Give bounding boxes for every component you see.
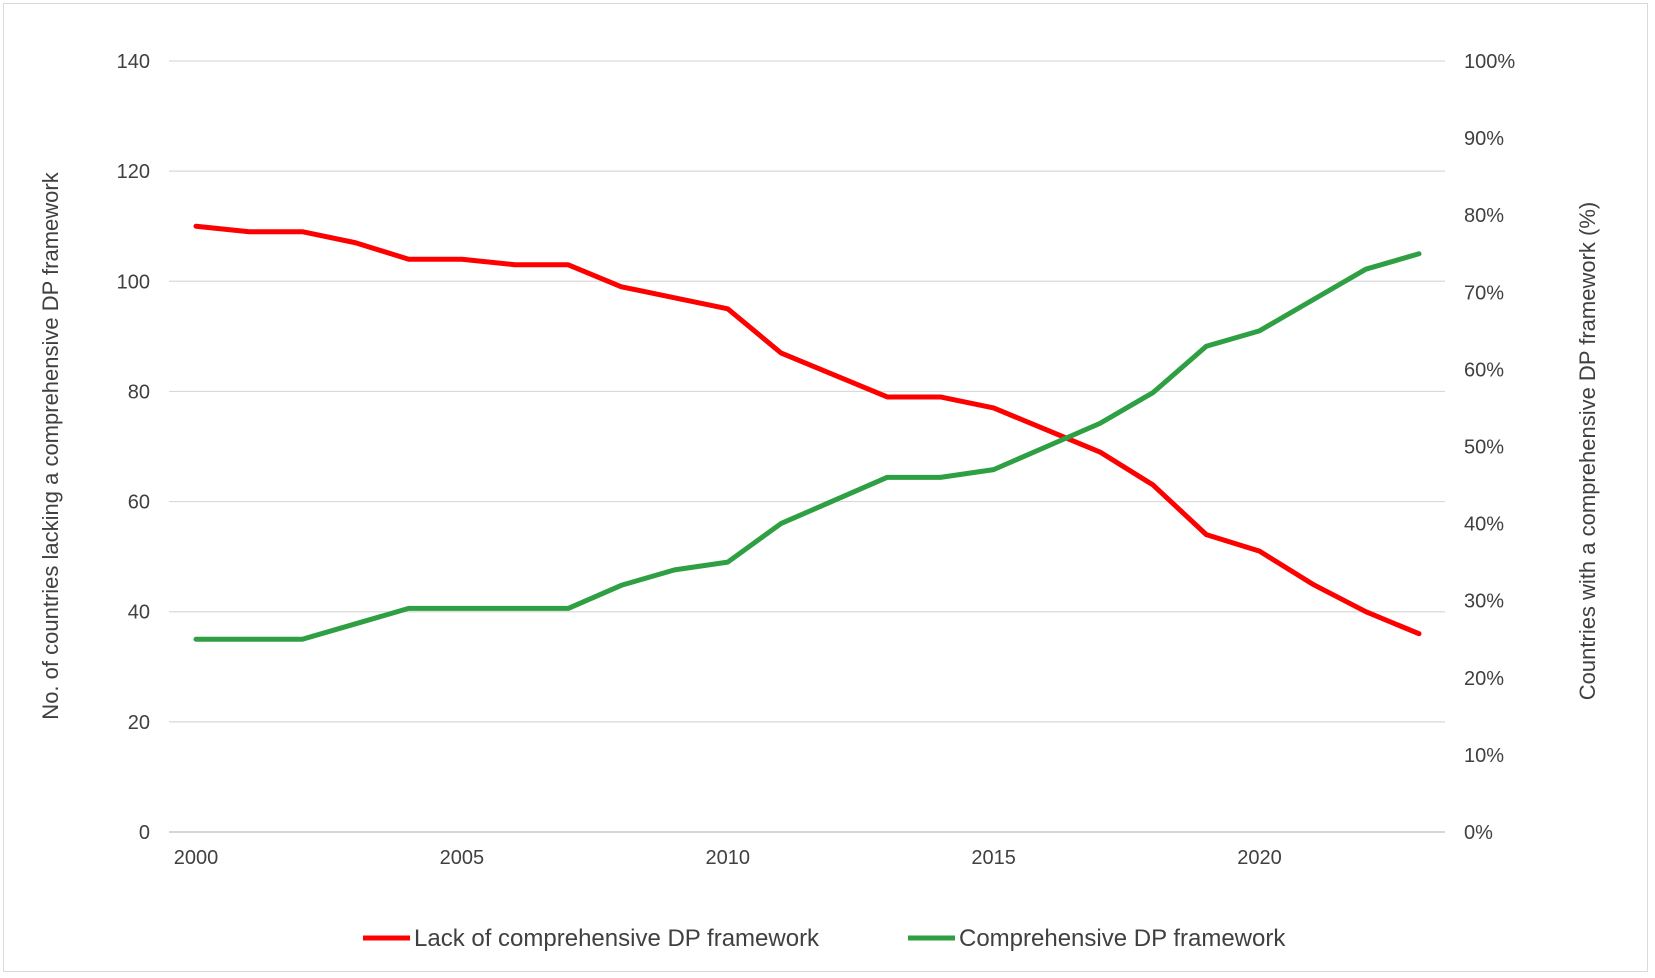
left-tick-label: 80 xyxy=(128,381,150,403)
right-tick-label: 0% xyxy=(1464,822,1493,844)
series-line-comprehensive xyxy=(193,251,1422,642)
left-tick-label: 120 xyxy=(117,161,150,183)
gridlines xyxy=(169,60,1445,833)
right-y-axis-ticks: 0% 10% 20% 30% 40% 50% 60% 70% 80% 90% 100% xyxy=(1464,51,1515,844)
right-tick-label: 30% xyxy=(1464,591,1504,613)
right-y-axis-title: Countries with a comprehensive DP framew… xyxy=(1575,202,1600,700)
right-tick-label: 100% xyxy=(1464,51,1515,73)
x-tick-label: 2000 xyxy=(174,847,219,869)
right-tick-label: 70% xyxy=(1464,282,1504,304)
right-tick-label: 50% xyxy=(1464,437,1504,459)
chart-frame xyxy=(3,3,1648,972)
legend-label-comprehensive: Comprehensive DP framework xyxy=(959,925,1286,952)
series-line-lack xyxy=(193,223,1422,637)
left-tick-label: 100 xyxy=(117,271,150,293)
right-tick-label: 20% xyxy=(1464,668,1504,690)
x-tick-label: 2010 xyxy=(705,847,750,869)
left-tick-label: 40 xyxy=(128,602,150,624)
left-y-axis-title: No. of countries lacking a comprehensive… xyxy=(38,171,63,719)
left-tick-label: 140 xyxy=(117,51,150,73)
right-tick-label: 90% xyxy=(1464,128,1504,150)
left-tick-label: 20 xyxy=(128,712,150,734)
x-axis-ticks: 2000 2005 2010 2015 2020 xyxy=(174,847,1282,869)
right-tick-label: 60% xyxy=(1464,359,1504,381)
legend-label-lack: Lack of comprehensive DP framework xyxy=(414,925,820,952)
x-tick-label: 2020 xyxy=(1237,847,1282,869)
right-tick-label: 10% xyxy=(1464,745,1504,767)
left-tick-label: 60 xyxy=(128,492,150,514)
x-tick-label: 2015 xyxy=(971,847,1016,869)
legend: Lack of comprehensive DP framework Compr… xyxy=(363,925,1286,952)
left-tick-label: 0 xyxy=(139,822,150,844)
left-y-axis-ticks: 0 20 40 60 80 100 120 140 xyxy=(117,51,150,844)
x-tick-label: 2005 xyxy=(440,847,485,869)
series-lines xyxy=(193,223,1422,642)
right-tick-label: 80% xyxy=(1464,205,1504,227)
right-tick-label: 40% xyxy=(1464,514,1504,536)
